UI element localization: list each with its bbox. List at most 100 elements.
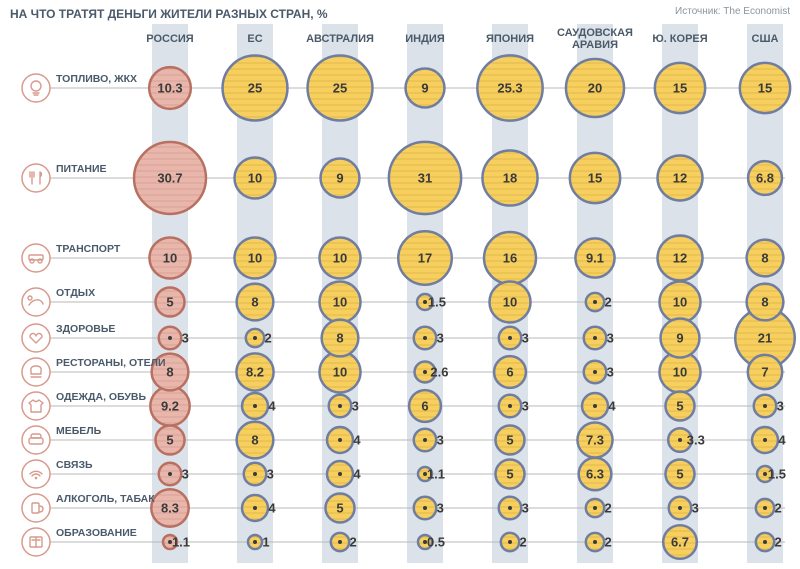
bubble-value: 3.3: [687, 433, 705, 448]
lounge-icon: [22, 288, 50, 316]
bubble-value: 2: [605, 535, 612, 550]
spending-bubble-chart: НА ЧТО ТРАТЯТ ДЕНЬГИ ЖИТЕЛИ РАЗНЫХ СТРАН…: [0, 0, 800, 569]
bubble-value: 30.7: [157, 171, 182, 186]
bubble-value: 4: [268, 501, 276, 516]
bubble-value: 6: [506, 365, 513, 380]
country-header: США: [752, 33, 779, 45]
bubble-value: 3: [522, 501, 529, 516]
bubble-value: 8: [336, 331, 343, 346]
category-label: ОТДЫХ: [56, 287, 95, 299]
bubble-value: 25.3: [497, 81, 522, 96]
bubble-value: 2: [605, 295, 612, 310]
bubble-value: 3: [352, 399, 359, 414]
category-label: ПИТАНИЕ: [56, 163, 107, 175]
chart-title: НА ЧТО ТРАТЯТ ДЕНЬГИ ЖИТЕЛИ РАЗНЫХ СТРАН…: [10, 7, 328, 21]
wifi-icon: [22, 460, 50, 488]
bubble-value: 25: [248, 81, 262, 96]
bubble-value: 10: [333, 365, 347, 380]
bubble-value: 8.3: [161, 501, 179, 516]
country-header: ЯПОНИЯ: [486, 33, 534, 45]
bubble-value: 3: [692, 501, 699, 516]
bubble-value: 4: [353, 433, 361, 448]
bubble-value: 3: [777, 399, 784, 414]
bubble-value: 5: [336, 501, 343, 516]
country-header: ИНДИЯ: [405, 33, 445, 45]
bubble-value: 10: [503, 295, 517, 310]
bubble-value: 2: [775, 535, 782, 550]
bubble-value: 10: [333, 251, 347, 266]
bubble-value: 20: [588, 81, 602, 96]
utensils-icon: [22, 164, 50, 192]
bubble-value: 10: [673, 295, 687, 310]
category-label: МЕБЕЛЬ: [56, 425, 102, 437]
bubble-value: 10: [248, 171, 262, 186]
bubble-value: 3: [607, 331, 614, 346]
bubble-value: 9: [421, 81, 428, 96]
bubble-value: 5: [166, 433, 173, 448]
bubble-value: 3: [267, 467, 274, 482]
bubble-value: 1: [262, 535, 269, 550]
bubble-value: 17: [418, 251, 432, 266]
bubble-value: 2: [265, 331, 272, 346]
country-header: АРАВИЯ: [572, 39, 618, 51]
bubble-value: 2: [605, 501, 612, 516]
book-icon: [22, 528, 50, 556]
category-label: ОБРАЗОВАНИЕ: [56, 527, 137, 539]
bubble-value: 8: [761, 295, 768, 310]
country-header: АВСТРАЛИЯ: [306, 33, 374, 45]
bubble-value: 3: [437, 501, 444, 516]
bubble-value: 2: [520, 535, 527, 550]
bubble-value: 3: [182, 467, 189, 482]
chef-icon: [22, 358, 50, 386]
bubble-value: 3: [437, 433, 444, 448]
bubble-value: 15: [588, 171, 602, 186]
country-header: ЕС: [247, 33, 262, 45]
bubble-value: 6.7: [671, 535, 689, 550]
beer-icon: [22, 494, 50, 522]
bubble-value: 1.1: [427, 467, 445, 482]
bubble-value: 3: [607, 365, 614, 380]
bubble-value: 5: [166, 295, 173, 310]
category-label: ОДЕЖДА, ОБУВЬ: [56, 391, 146, 403]
bubble-value: 5: [676, 399, 683, 414]
bubble-value: 1.5: [768, 467, 786, 482]
bubble-value: 3: [437, 331, 444, 346]
bubble-value: 15: [758, 81, 772, 96]
category-label: СВЯЗЬ: [56, 459, 93, 471]
bubble-value: 2: [350, 535, 357, 550]
bubble-value: 7: [761, 365, 768, 380]
bubble-value: 5: [506, 467, 513, 482]
bubble-value: 3: [522, 399, 529, 414]
bulb-icon: [22, 74, 50, 102]
bubble-value: 10: [248, 251, 262, 266]
car-icon: [22, 244, 50, 272]
bubble-value: 8: [251, 433, 258, 448]
bubble-value: 9: [676, 331, 683, 346]
bubble-value: 6: [421, 399, 428, 414]
bubble-value: 8: [761, 251, 768, 266]
country-header: Ю. КОРЕЯ: [652, 33, 707, 45]
bubble-value: 9.2: [161, 399, 179, 414]
bubble-value: 10: [163, 251, 177, 266]
bubble-value: 31: [418, 171, 432, 186]
bubble-value: 5: [506, 433, 513, 448]
bubble-value: 3: [182, 331, 189, 346]
bubble-value: 8.2: [246, 365, 264, 380]
category-label: ЗДОРОВЬЕ: [56, 323, 115, 335]
bubble-value: 10: [673, 365, 687, 380]
category-label: ТОПЛИВО, ЖКХ: [56, 73, 137, 85]
bubble-value: 25: [333, 81, 347, 96]
row-headers: ТОПЛИВО, ЖКХ ПИТАНИЕ ТРАНСПОРТ ОТДЫХ ЗДОРОВЬ…: [22, 73, 166, 556]
bubble-value: 3: [522, 331, 529, 346]
bubble-value: 12: [673, 171, 687, 186]
bubble-value: 7.3: [586, 433, 604, 448]
bubble-value: 2.6: [430, 365, 448, 380]
category-label: ТРАНСПОРТ: [56, 243, 121, 255]
shirt-icon: [22, 392, 50, 420]
heart-icon: [22, 324, 50, 352]
chart-source: Источник: The Economist: [675, 6, 790, 17]
bubble-value: 4: [353, 467, 361, 482]
category-label: АЛКОГОЛЬ, ТАБАК: [56, 493, 155, 505]
bubble-value: 8: [251, 295, 258, 310]
bubble-value: 8: [166, 365, 173, 380]
